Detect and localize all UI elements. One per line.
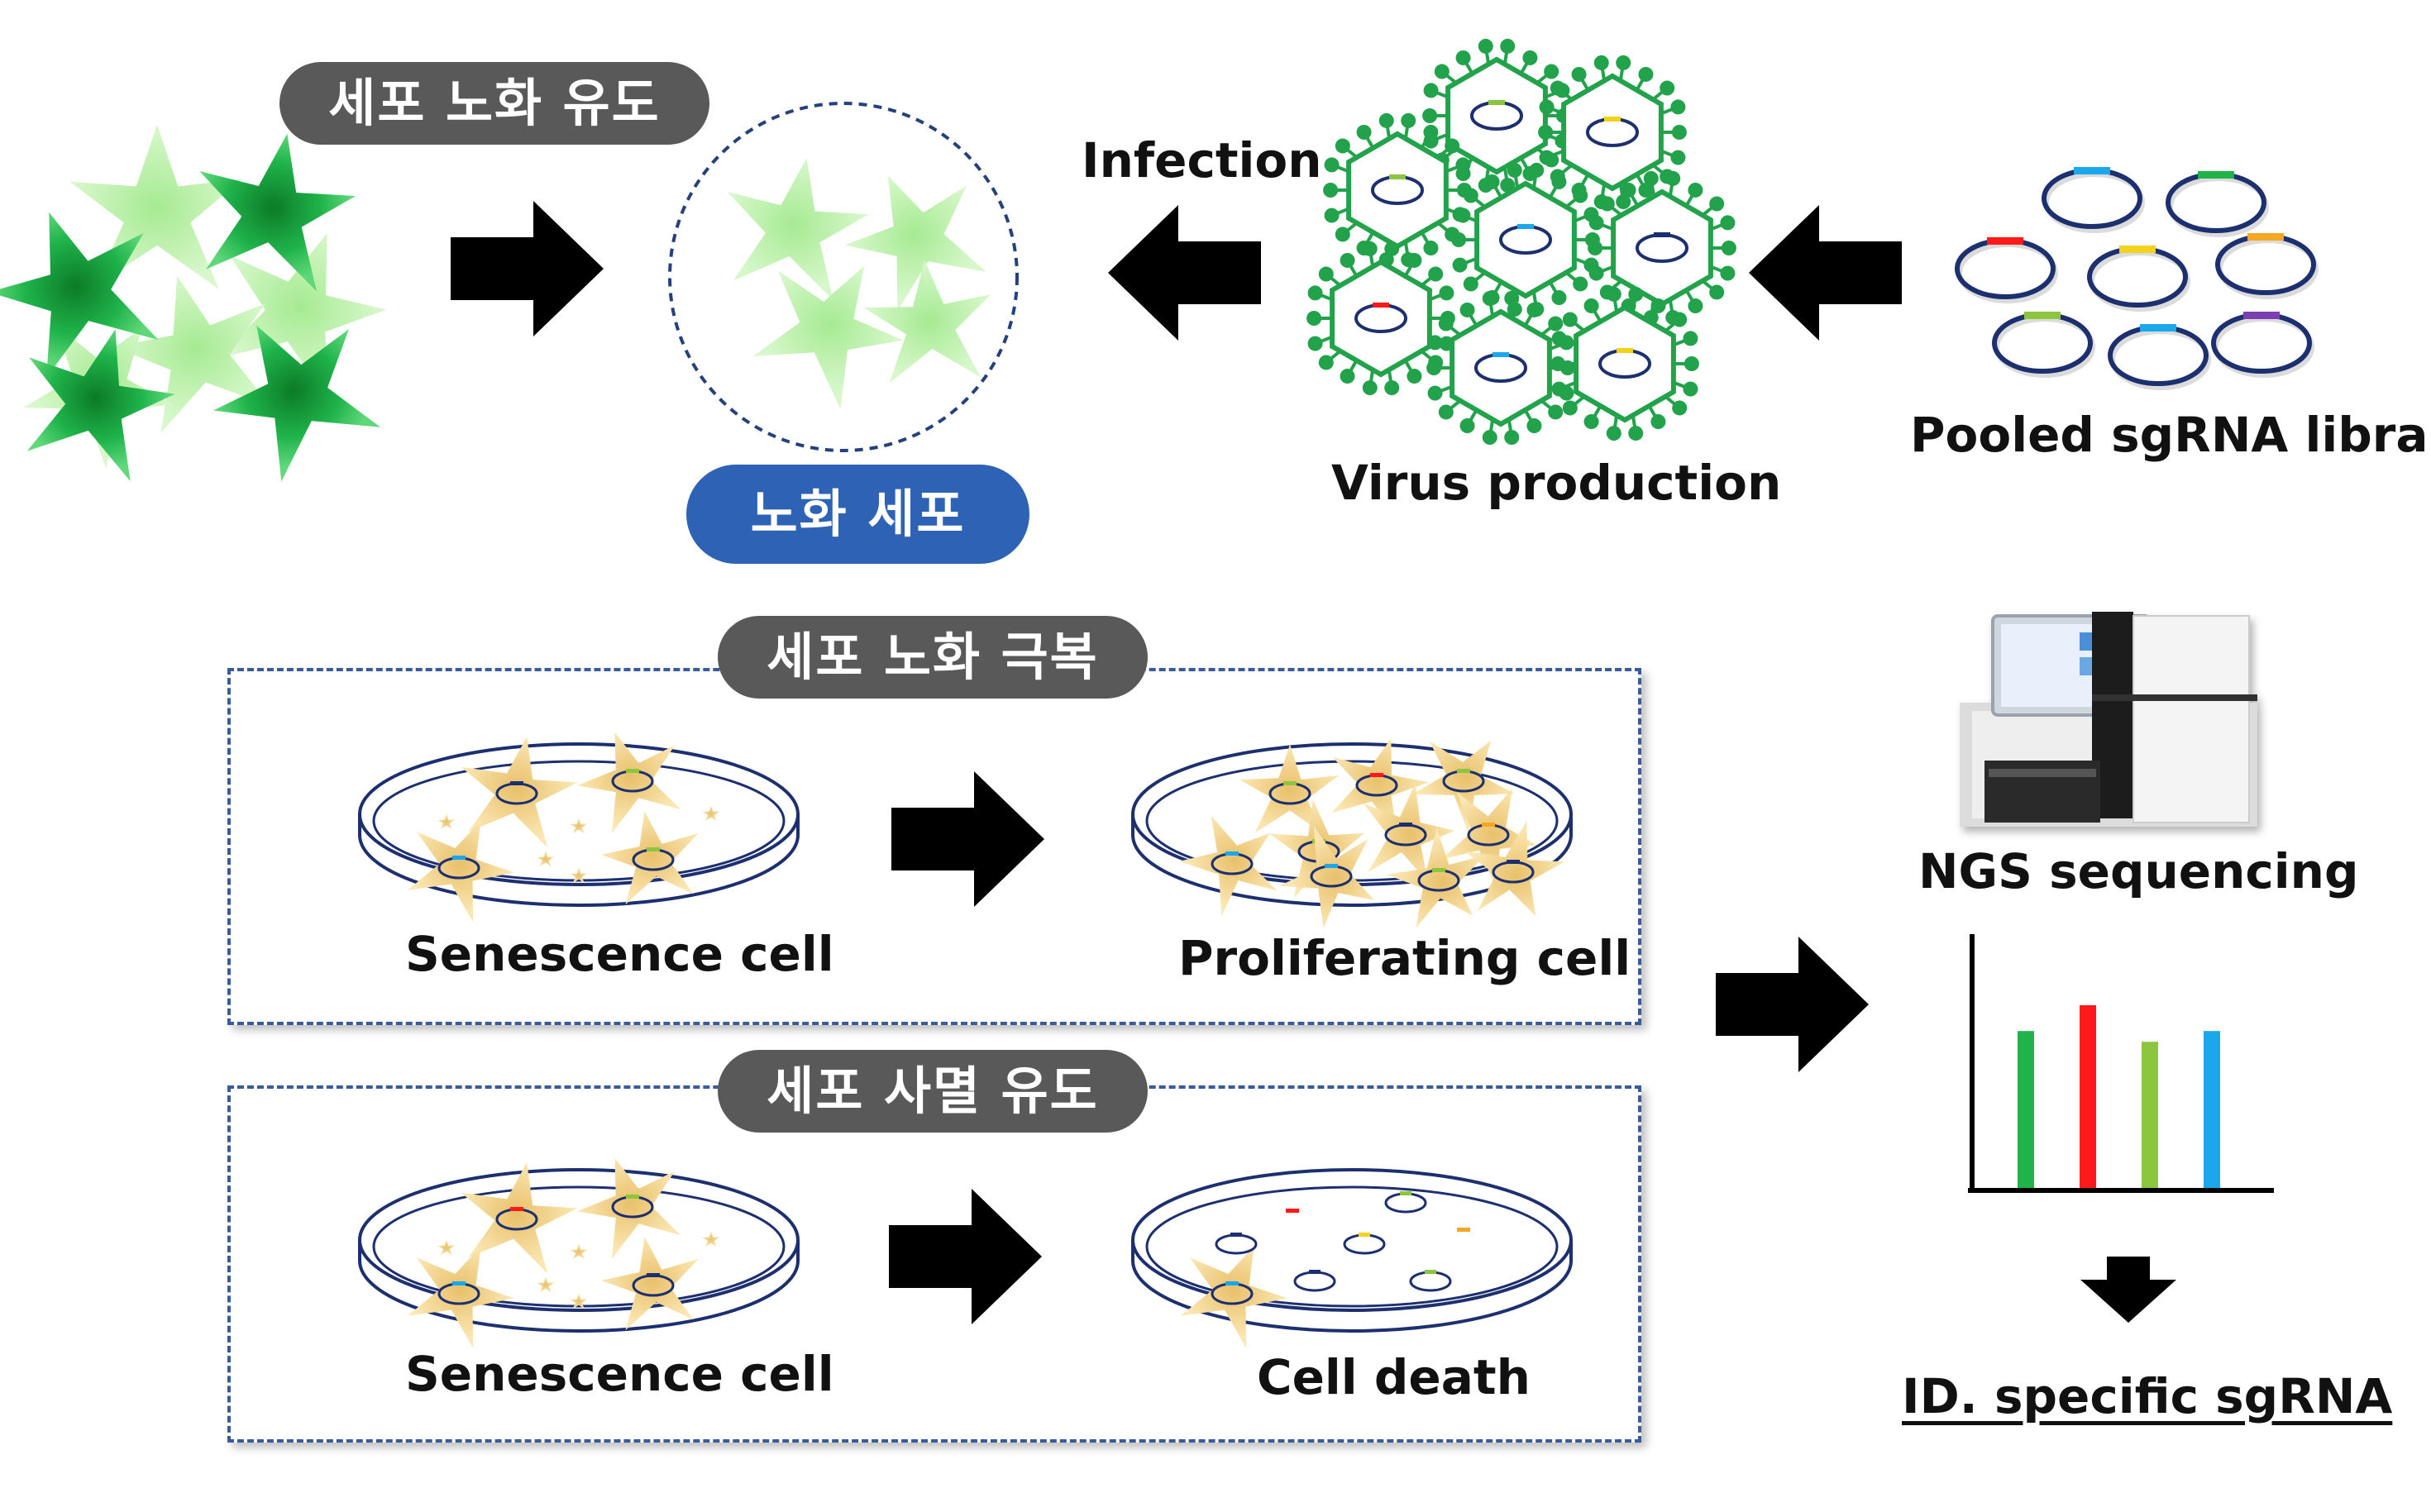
free-plasmid [1293,1270,1336,1292]
senescence-dish-1 [358,714,800,929]
plasmid [2211,312,2314,378]
plasmid [1992,312,2095,378]
arrow-left-2 [1749,205,1902,341]
light-cell [860,254,998,387]
free-plasmid [1384,1191,1427,1214]
virus-particle [1550,286,1699,441]
arrow-to-ngs [1716,937,1869,1072]
plasmid [2042,167,2145,233]
overcome-senescence-pill: 세포 노화 극복 [718,616,1148,699]
infection-label: Infection [1082,132,1322,188]
virus-production-label: Virus production [1331,455,1782,511]
arrow-right-1 [451,201,604,336]
bar [2204,1031,2220,1188]
bar [2142,1042,2158,1188]
ngs-sequencing-label: NGS sequencing [1918,843,2359,899]
cell-death-label: Cell death [1257,1349,1531,1405]
infection-arrow [1108,205,1261,341]
cell-population-cluster [0,119,404,496]
ngs-machine-image [1960,612,2257,827]
virus-particle [1588,170,1736,326]
senescent-cell-circle [668,102,1019,452]
senescent-cell-pill: 노화 세포 [686,465,1029,564]
induce-death-pill: 세포 사멸 유도 [718,1050,1148,1133]
free-plasmid [1215,1233,1258,1255]
virus-particle [1451,162,1600,317]
plasmid [2215,233,2319,299]
pooled-library-label: Pooled sgRNA library [1910,407,2431,463]
bar [2080,1005,2096,1188]
arrow-down [2080,1257,2176,1323]
plasmid [2108,324,2211,390]
virus-particle [1426,290,1575,446]
cell-death-dish [1131,1168,1573,1355]
free-plasmid [1409,1270,1452,1292]
free-fragment [1457,1228,1470,1232]
senescence-cell-label-2: Senescence cell [405,1346,834,1402]
virus-particles [1306,38,1736,446]
plasmid-library [1955,167,2319,390]
free-fragment [1286,1209,1299,1213]
dark-cell [4,309,188,487]
senescence-cell-label-1: Senescence cell [405,926,834,982]
specific-sgrna-label: ID. specific sgRNA [1902,1368,2393,1424]
bar [2018,1031,2034,1188]
proliferating-dish [1131,712,1581,951]
senescence-dish-2 [358,1140,800,1355]
free-plasmid [1343,1233,1386,1255]
plasmid [1955,237,2058,303]
plasmid [2166,171,2269,237]
petri-dishes [358,712,1581,1355]
induce-senescence-pill: 세포 노화 유도 [279,62,709,145]
sequencing-bar-chart [1968,934,2274,1193]
plasmid [2087,246,2190,312]
proliferating-cell-label: Proliferating cell [1178,930,1631,986]
